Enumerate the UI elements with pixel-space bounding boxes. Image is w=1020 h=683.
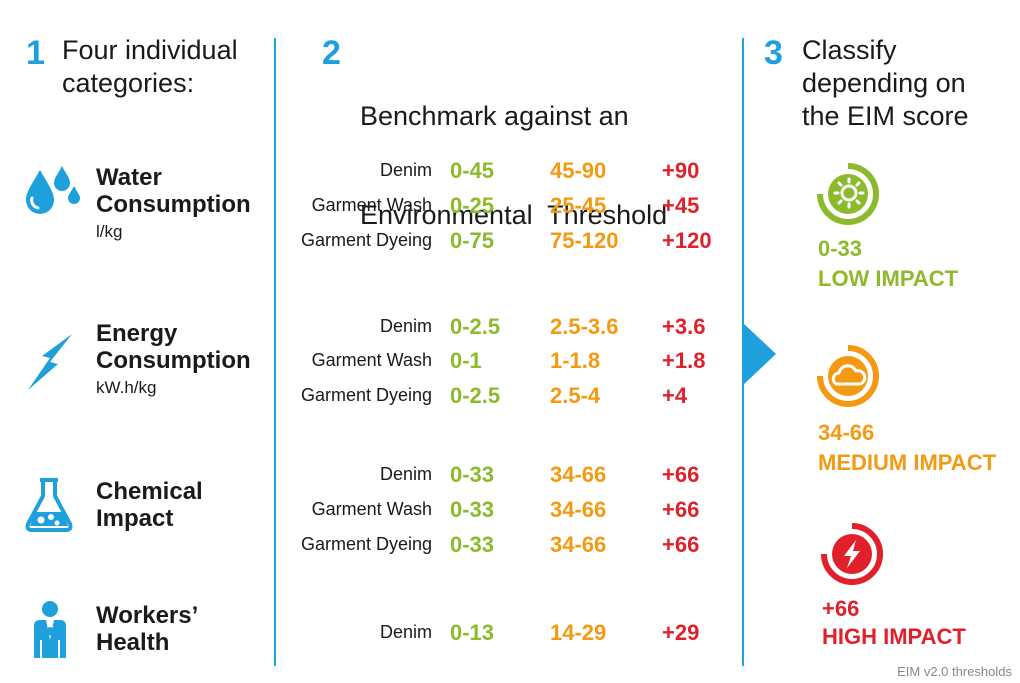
- low-threshold: 0-45: [450, 158, 495, 183]
- category-chemical-title-1: Chemical: [96, 478, 203, 505]
- category-water-title-1: Water: [96, 164, 162, 191]
- medium-threshold: 14-29: [550, 620, 607, 645]
- row-label: Denim: [379, 160, 432, 180]
- row-label: Garment Wash: [311, 195, 432, 215]
- water-drops-icon: [26, 166, 80, 214]
- category-workers: Workers’ Health: [96, 602, 198, 656]
- low-threshold: 0-2.5: [450, 314, 501, 339]
- lightning-bolt-icon: [28, 334, 72, 390]
- high-threshold: +3.6: [662, 314, 706, 339]
- flask-icon: [25, 478, 73, 532]
- low-threshold: 0-1: [450, 348, 482, 373]
- step-1-line-1: Four individual: [62, 35, 238, 65]
- divider-left: [274, 38, 276, 666]
- low-threshold: 0-33: [450, 497, 495, 522]
- step-2-number: 2: [322, 34, 341, 72]
- category-water-unit: l/kg: [96, 222, 123, 241]
- step-3-line-2: depending on: [802, 68, 966, 98]
- row-label: Garment Dyeing: [300, 230, 432, 250]
- bolt-gauge-icon: [821, 523, 883, 585]
- low-threshold: 0-33: [450, 532, 495, 557]
- category-workers-title-2: Health: [96, 629, 170, 656]
- medium-threshold: 34-66: [550, 532, 607, 557]
- worker-icon: [34, 601, 66, 658]
- row-label: Garment Wash: [311, 350, 432, 370]
- low-threshold: 0-2.5: [450, 383, 501, 408]
- medium-threshold: 1-1.8: [550, 348, 601, 373]
- category-chemical: Chemical Impact: [96, 478, 203, 532]
- medium-impact-score: 34-66: [818, 420, 875, 445]
- step-2-line-2: Environmental Threshold: [360, 200, 668, 230]
- step-1-number: 1: [26, 34, 45, 72]
- high-threshold: +66: [662, 462, 700, 487]
- category-energy-title-2: Consumption: [96, 347, 251, 374]
- high-threshold: +120: [662, 228, 712, 253]
- medium-threshold: 45-90: [550, 158, 607, 183]
- category-energy-title-1: Energy: [96, 320, 178, 347]
- medium-threshold: 34-66: [550, 462, 607, 487]
- step-3-line-3: the EIM score: [802, 101, 969, 131]
- low-threshold: 0-25: [450, 193, 495, 218]
- high-threshold: +90: [662, 158, 700, 183]
- high-threshold: +1.8: [662, 348, 706, 373]
- category-chemical-title-2: Impact: [96, 505, 174, 532]
- cloud-gauge-icon: [817, 345, 879, 407]
- high-impact-label: HIGH IMPACT: [822, 624, 966, 649]
- high-impact-score: +66: [822, 596, 860, 621]
- category-workers-title-1: Workers’: [96, 602, 199, 629]
- step-3-line-1: Classify: [802, 35, 897, 65]
- category-energy-unit: kW.h/kg: [96, 378, 157, 397]
- step-2-line-1: Benchmark against an: [360, 101, 629, 131]
- row-label: Denim: [379, 622, 432, 642]
- row-label: Denim: [379, 464, 432, 484]
- high-threshold: +66: [662, 532, 700, 557]
- medium-threshold: 34-66: [550, 497, 607, 522]
- low-impact-score: 0-33: [818, 236, 863, 261]
- high-threshold: +29: [662, 620, 700, 645]
- low-threshold: 0-33: [450, 462, 495, 487]
- row-label: Denim: [379, 316, 432, 336]
- medium-threshold: 25-45: [550, 193, 607, 218]
- high-threshold: +45: [662, 193, 700, 218]
- row-label: Garment Wash: [311, 499, 432, 519]
- category-water-title-2: Consumption: [96, 191, 251, 218]
- row-label: Garment Dyeing: [300, 534, 432, 554]
- category-water: Water Consumption l/kg: [96, 164, 251, 242]
- high-threshold: +4: [662, 383, 688, 408]
- sun-gauge-icon: [817, 163, 879, 225]
- medium-impact-label: MEDIUM IMPACT: [818, 450, 997, 475]
- low-impact-label: LOW IMPACT: [818, 266, 959, 291]
- medium-threshold: 75-120: [550, 228, 619, 253]
- low-threshold: 0-13: [450, 620, 495, 645]
- footer-note: EIM v2.0 thresholds: [897, 664, 1012, 679]
- step-3-number: 3: [764, 34, 783, 72]
- low-threshold: 0-75: [450, 228, 495, 253]
- step-1-line-2: categories:: [62, 68, 195, 98]
- medium-threshold: 2.5-4: [550, 383, 601, 408]
- category-energy: Energy Consumption kW.h/kg: [96, 320, 251, 398]
- arrow-icon: [742, 322, 776, 386]
- high-threshold: +66: [662, 497, 700, 522]
- row-label: Garment Dyeing: [300, 385, 432, 405]
- medium-threshold: 2.5-3.6: [550, 314, 619, 339]
